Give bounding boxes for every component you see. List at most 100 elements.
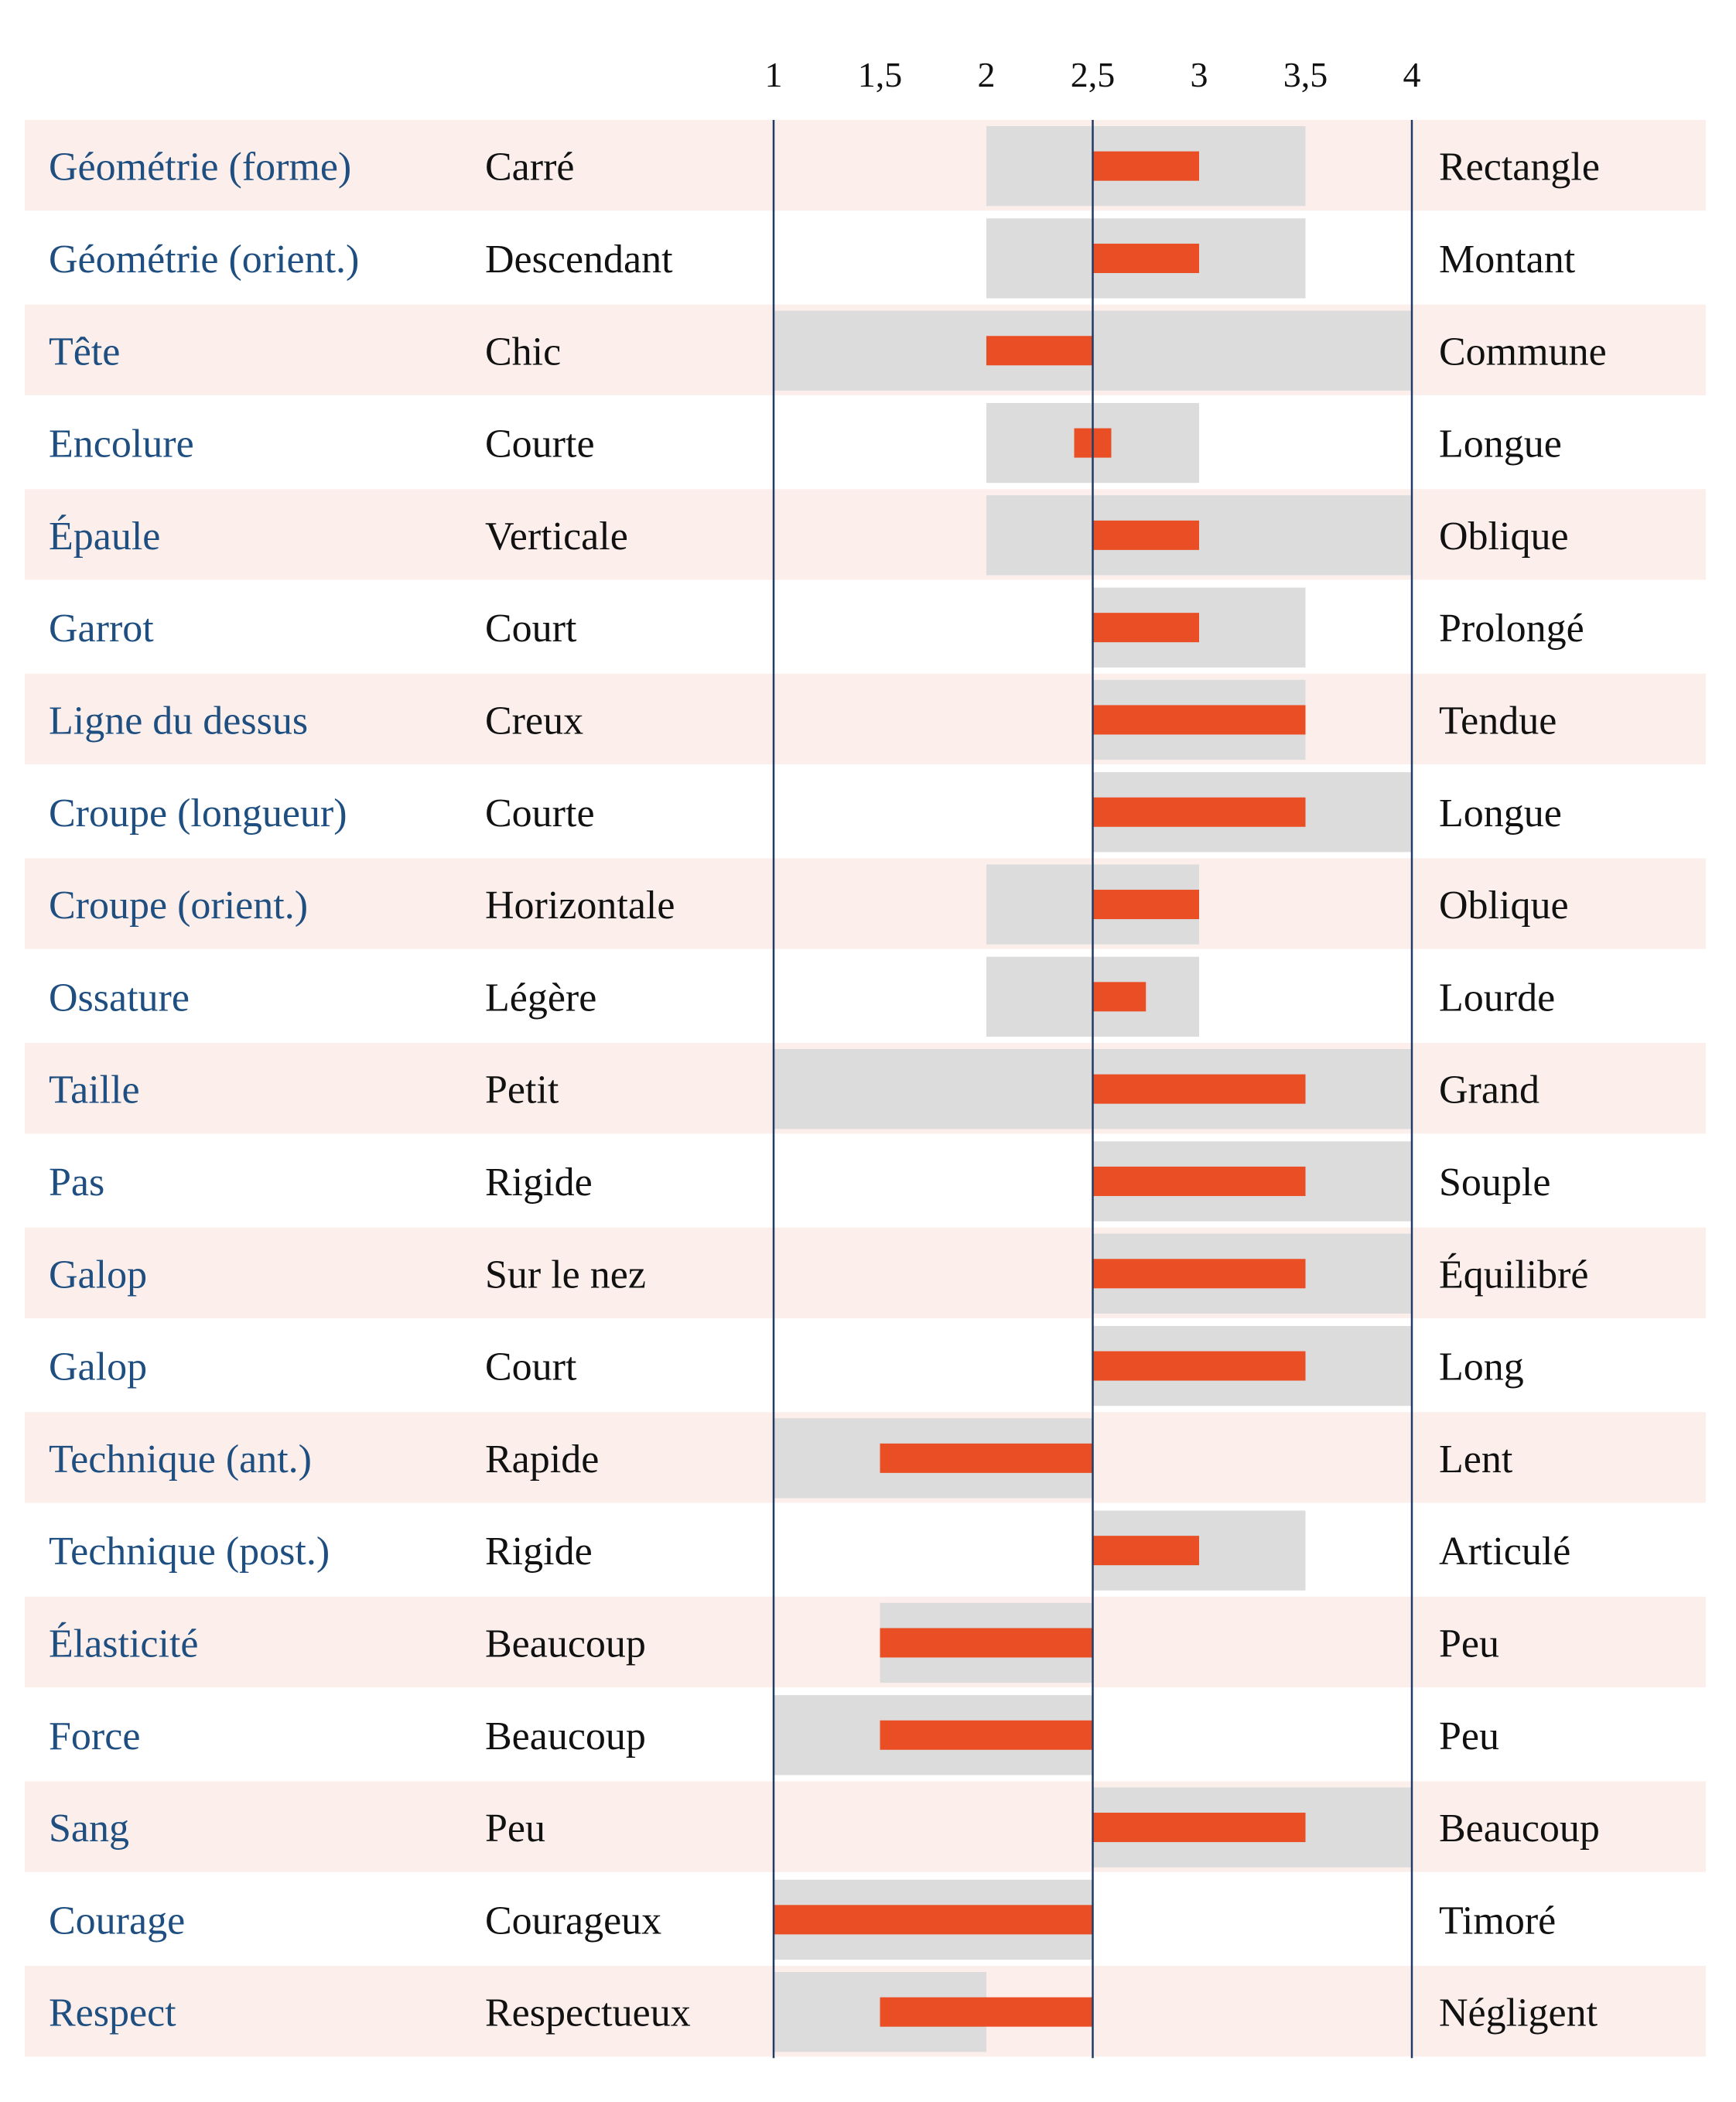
axis-lines bbox=[772, 120, 1413, 2059]
value-bars bbox=[774, 151, 1306, 2027]
value-bar bbox=[1092, 520, 1199, 550]
high-end-label: Lent bbox=[1439, 1437, 1513, 1482]
low-end-label: Beaucoup bbox=[485, 1622, 646, 1666]
row-stripe bbox=[25, 858, 1706, 949]
value-bar bbox=[880, 1720, 1093, 1750]
x-tick-label: 2,5 bbox=[1071, 55, 1116, 94]
value-bar bbox=[1092, 1166, 1306, 1196]
trait-label: Galop bbox=[49, 1345, 147, 1389]
high-end-label: Commune bbox=[1439, 330, 1607, 374]
low-end-label: Respectueux bbox=[485, 1991, 691, 2035]
low-end-label: Légère bbox=[485, 976, 596, 1020]
trait-label: Croupe (longueur) bbox=[49, 791, 347, 836]
row-stripe bbox=[25, 1781, 1706, 1872]
row-stripe bbox=[25, 120, 1706, 211]
x-tick-label: 1 bbox=[765, 55, 783, 94]
trait-label: Élasticité bbox=[49, 1621, 198, 1666]
trait-label: Tête bbox=[49, 330, 120, 374]
high-end-label: Lourde bbox=[1439, 976, 1555, 1020]
high-end-label: Oblique bbox=[1439, 884, 1569, 928]
value-bar bbox=[774, 1905, 1093, 1935]
x-tick-label: 3 bbox=[1191, 55, 1208, 94]
value-bar bbox=[1092, 1259, 1306, 1289]
low-end-label: Chic bbox=[485, 330, 561, 374]
high-end-label: Équilibré bbox=[1439, 1252, 1589, 1297]
value-bar bbox=[986, 336, 1093, 366]
high-end-label: Articulé bbox=[1439, 1530, 1570, 1574]
x-tick-label: 4 bbox=[1403, 55, 1421, 94]
low-end-label: Court bbox=[485, 1345, 577, 1389]
value-bar bbox=[880, 1997, 1093, 2027]
high-end-label: Tendue bbox=[1439, 699, 1557, 743]
row-stripe bbox=[25, 1596, 1706, 1688]
row-labels: Géométrie (forme) Carré Rectangle Géométrie… bbox=[49, 145, 1607, 2035]
row-stripe bbox=[25, 673, 1706, 765]
trait-label: Technique (post.) bbox=[49, 1530, 330, 1574]
high-end-label: Timoré bbox=[1439, 1899, 1556, 1943]
value-bar bbox=[1092, 1813, 1306, 1843]
high-end-label: Montant bbox=[1439, 238, 1576, 282]
low-end-label: Carré bbox=[485, 145, 574, 190]
low-end-label: Descendant bbox=[485, 238, 673, 282]
x-tick-label: 1,5 bbox=[858, 55, 903, 94]
trait-label: Taille bbox=[49, 1068, 140, 1113]
high-end-label: Grand bbox=[1439, 1068, 1540, 1113]
value-bar bbox=[880, 1443, 1093, 1473]
low-end-label: Courageux bbox=[485, 1899, 661, 1943]
trait-label: Pas bbox=[49, 1160, 104, 1205]
low-end-label: Rapide bbox=[485, 1437, 599, 1482]
trait-label: Force bbox=[49, 1714, 140, 1759]
value-bar bbox=[880, 1628, 1093, 1658]
low-end-label: Beaucoup bbox=[485, 1714, 646, 1759]
low-end-label: Horizontale bbox=[485, 884, 675, 928]
value-bar bbox=[1092, 151, 1199, 181]
high-end-label: Souple bbox=[1439, 1160, 1550, 1205]
row-stripe bbox=[25, 1227, 1706, 1318]
value-bar bbox=[1092, 613, 1199, 643]
value-bar bbox=[1092, 1536, 1199, 1566]
trait-label: Garrot bbox=[49, 607, 154, 651]
high-end-label: Rectangle bbox=[1439, 145, 1600, 190]
low-end-label: Rigide bbox=[485, 1160, 593, 1205]
trait-label: Respect bbox=[49, 1991, 176, 2035]
high-end-label: Longue bbox=[1439, 422, 1562, 467]
low-end-label: Verticale bbox=[485, 514, 628, 559]
low-end-label: Creux bbox=[485, 699, 583, 743]
low-end-label: Petit bbox=[485, 1068, 559, 1113]
trait-label: Courage bbox=[49, 1899, 185, 1943]
low-end-label: Courte bbox=[485, 791, 595, 836]
low-end-label: Courte bbox=[485, 422, 595, 467]
high-end-label: Long bbox=[1439, 1345, 1524, 1389]
x-tick-labels: 1 1,5 2 2,5 3 3,5 4 bbox=[765, 55, 1421, 94]
low-end-label: Rigide bbox=[485, 1530, 593, 1574]
value-bar bbox=[1092, 1351, 1306, 1381]
high-end-label: Longue bbox=[1439, 791, 1562, 836]
value-bar bbox=[1092, 890, 1199, 920]
low-end-label: Peu bbox=[485, 1806, 545, 1851]
value-bar bbox=[1092, 1074, 1306, 1104]
high-end-label: Prolongé bbox=[1439, 607, 1584, 651]
value-bar bbox=[1092, 982, 1147, 1012]
row-stripe bbox=[25, 489, 1706, 580]
trait-label: Sang bbox=[49, 1806, 129, 1851]
trait-label: Géométrie (orient.) bbox=[49, 238, 359, 282]
high-end-label: Négligent bbox=[1439, 1991, 1598, 2035]
low-end-label: Sur le nez bbox=[485, 1253, 646, 1297]
trait-label: Ossature bbox=[49, 976, 190, 1020]
high-end-label: Oblique bbox=[1439, 514, 1569, 559]
trait-label: Épaule bbox=[49, 514, 160, 559]
high-end-label: Peu bbox=[1439, 1714, 1499, 1759]
trait-label: Croupe (orient.) bbox=[49, 884, 308, 928]
trait-label: Géométrie (forme) bbox=[49, 145, 351, 190]
low-end-label: Court bbox=[485, 607, 577, 651]
high-end-label: Beaucoup bbox=[1439, 1806, 1600, 1851]
value-bar bbox=[1092, 797, 1306, 827]
value-bar bbox=[1092, 705, 1306, 735]
x-tick-label: 3,5 bbox=[1283, 55, 1328, 94]
trait-label: Technique (ant.) bbox=[49, 1437, 312, 1482]
high-end-label: Peu bbox=[1439, 1622, 1499, 1666]
trait-label: Encolure bbox=[49, 422, 194, 467]
value-bar bbox=[1092, 243, 1199, 273]
x-tick-label: 2 bbox=[978, 55, 996, 94]
